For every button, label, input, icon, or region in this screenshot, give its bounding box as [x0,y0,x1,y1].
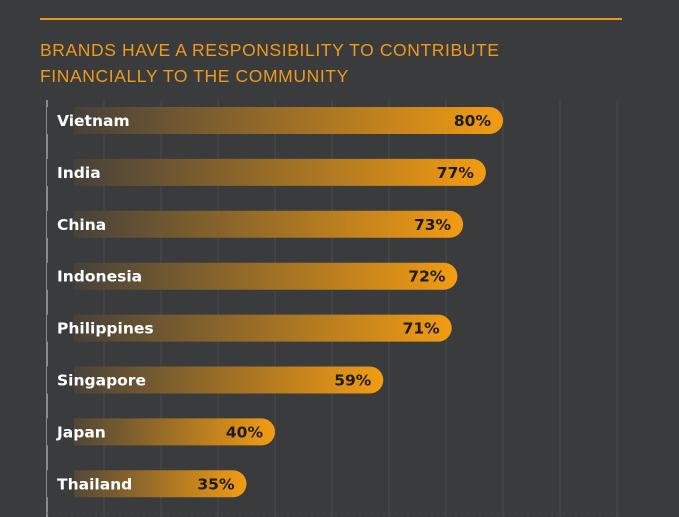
category-label: India [57,164,101,182]
bar-left-cap [47,418,74,446]
bar-philippines [47,314,452,342]
bar-left-cap [47,158,74,186]
bars: Vietnam 80% India 77% China 73% Indonesia 72% Ph… [47,107,503,498]
category-label: Japan [56,423,106,441]
bar-group-china: China 73% [47,210,464,238]
bar-group-thailand: Thailand 35% [47,470,247,498]
category-label: China [57,216,106,234]
category-label: Thailand [57,475,132,493]
bar-left-cap [47,107,74,134]
bar-indonesia [47,262,458,290]
bar-group-indonesia: Indonesia 72% [47,262,458,290]
value-label: 35% [197,475,235,493]
value-label: 40% [226,423,264,441]
bar-left-cap [47,366,74,394]
value-label: 72% [408,268,446,286]
bar-left-cap [47,314,74,342]
bar-vietnam [47,107,503,134]
category-label: Philippines [57,320,154,338]
category-label: Indonesia [57,268,142,286]
bar-singapore [47,366,384,394]
bar-group-japan: Japan 40% [47,418,275,446]
bar-group-india: India 77% [47,158,486,186]
value-label: 80% [454,112,492,130]
bar-china [47,210,464,238]
value-label: 71% [403,320,441,338]
chart-title: BRANDS HAVE A RESPONSIBILITY TO CONTRIBU… [40,37,640,89]
value-label: 77% [437,164,475,182]
value-label: 73% [414,216,452,234]
gridlines [46,100,620,517]
bar-thailand [47,470,247,498]
category-label: Singapore [57,372,146,390]
value-label: 59% [334,372,372,390]
bar-group-singapore: Singapore 59% [47,366,384,394]
bar-left-cap [47,470,74,498]
top-rule [40,18,622,20]
bar-india [47,158,486,186]
bar-group-philippines: Philippines 71% [47,314,452,342]
bar-japan [47,418,275,446]
bar-left-cap [47,210,74,238]
bar-group-vietnam: Vietnam 80% [47,107,503,134]
category-label: Vietnam [57,112,130,130]
chart-title-line-1: BRANDS HAVE A RESPONSIBILITY TO CONTRIBU… [40,40,500,60]
bar-left-cap [47,262,74,290]
chart-title-line-2: FINANCIALLY TO THE COMMUNITY [40,66,349,86]
